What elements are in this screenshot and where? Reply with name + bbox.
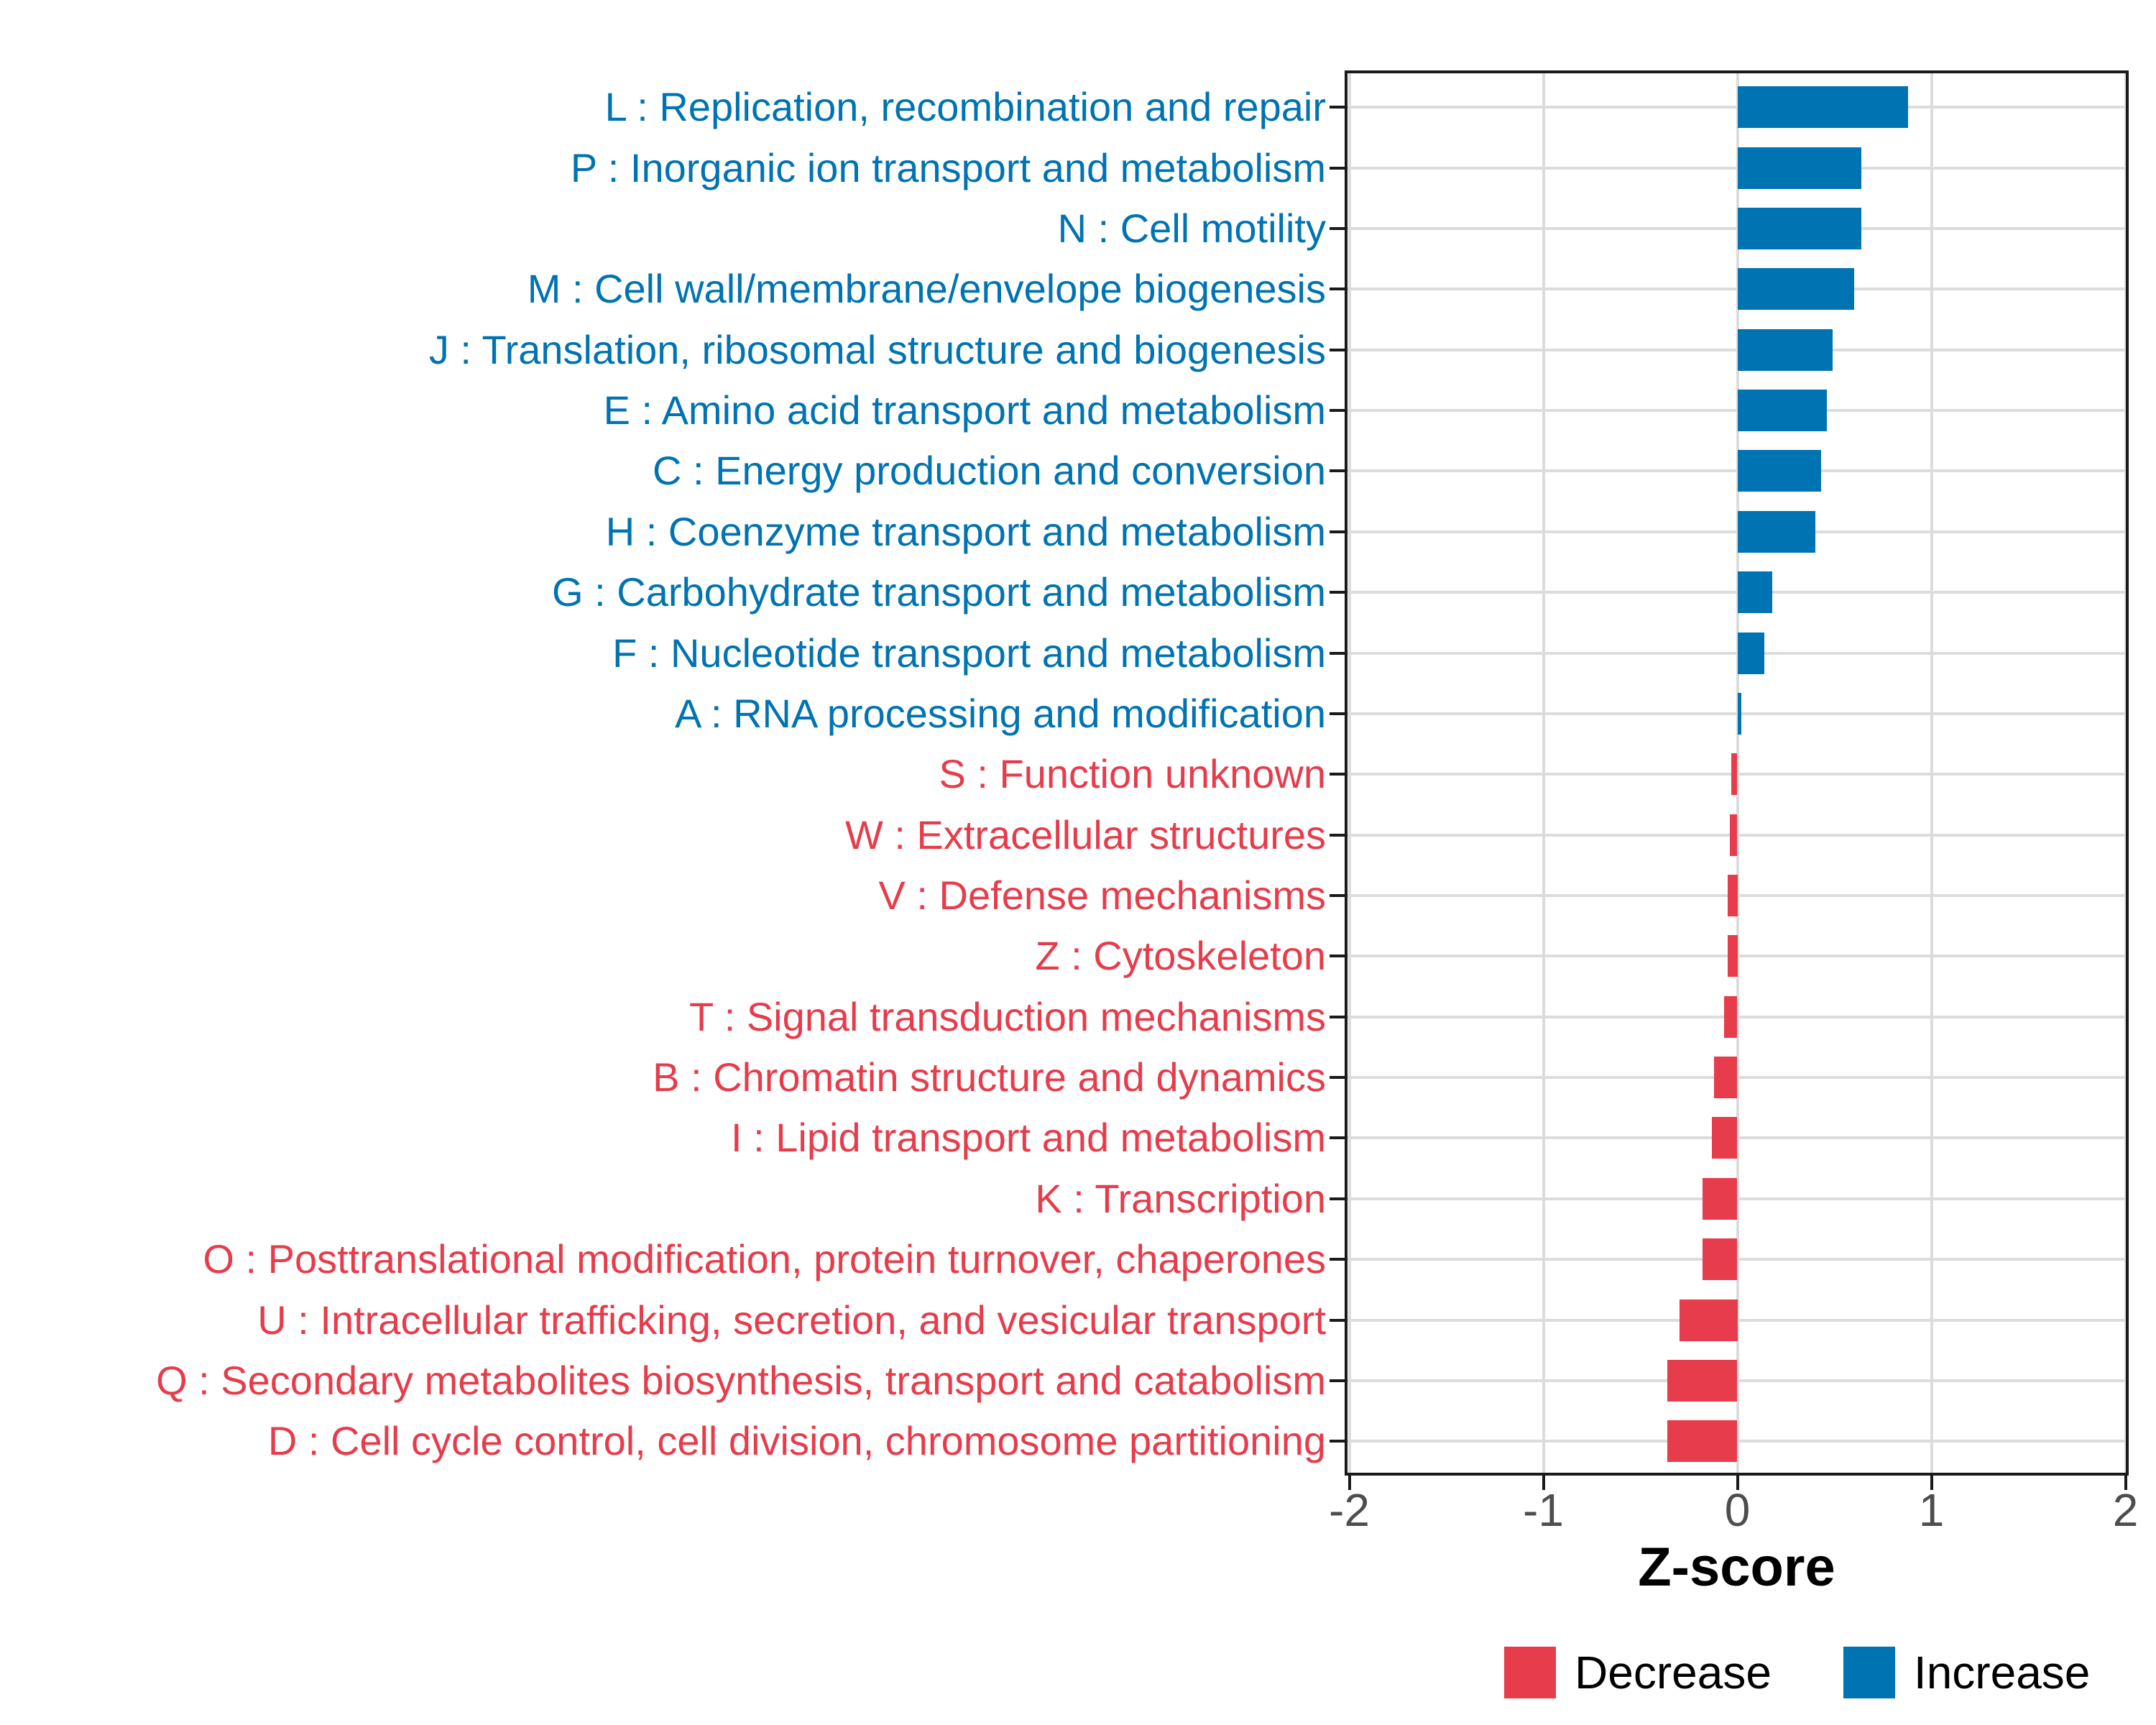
y-tick-mark: [1330, 1076, 1345, 1080]
category-label: B : Chromatin structure and dynamics: [653, 1054, 1326, 1100]
category-label: S : Function unknown: [939, 751, 1326, 797]
x-tick-label: 2: [2112, 1484, 2139, 1536]
bar-i: [1712, 1117, 1738, 1159]
y-tick-mark: [1330, 106, 1345, 109]
category-label: M : Cell wall/membrane/envelope biogenes…: [527, 266, 1326, 312]
bar-p: [1737, 147, 1862, 189]
category-label: N : Cell motility: [1057, 206, 1326, 252]
y-tick-mark: [1330, 1197, 1345, 1200]
legend-swatch-decrease: [1504, 1647, 1556, 1698]
bar-l: [1737, 86, 1909, 129]
bar-s: [1731, 753, 1738, 796]
bar-t: [1723, 995, 1738, 1038]
bar-v: [1728, 874, 1738, 916]
category-label: K : Transcription: [1035, 1175, 1326, 1221]
gridline-horizontal: [1345, 651, 2129, 655]
y-tick-mark: [1330, 348, 1345, 351]
y-tick-mark: [1330, 227, 1345, 231]
bar-j: [1737, 328, 1833, 371]
y-tick-mark: [1330, 1440, 1345, 1443]
y-tick-mark: [1330, 893, 1345, 897]
bar-b: [1714, 1057, 1738, 1099]
category-label: E : Amino acid transport and metabolism: [603, 387, 1326, 433]
bar-e: [1737, 390, 1827, 432]
bar-u: [1679, 1299, 1738, 1341]
bar-f: [1737, 632, 1765, 674]
x-tick-mark: [1736, 1476, 1739, 1490]
category-label: T : Signal transduction mechanisms: [688, 993, 1326, 1039]
y-tick-mark: [1330, 651, 1345, 655]
gridline-horizontal: [1345, 348, 2129, 351]
category-label: D : Cell cycle control, cell division, c…: [267, 1418, 1326, 1464]
category-label: W : Extracellular structures: [844, 811, 1326, 857]
bar-k: [1702, 1177, 1738, 1220]
x-tick-label: -2: [1329, 1484, 1370, 1536]
bar-q: [1667, 1359, 1738, 1402]
x-tick-label: 0: [1724, 1484, 1751, 1536]
category-label: C : Energy production and conversion: [653, 448, 1326, 494]
x-tick-mark: [1348, 1476, 1351, 1490]
legend-swatch-increase: [1843, 1647, 1895, 1698]
x-axis-title: Z-score: [1638, 1537, 1835, 1598]
y-tick-mark: [1330, 833, 1345, 837]
gridline-horizontal: [1345, 591, 2129, 594]
category-label: U : Intracellular trafficking, secretion…: [257, 1297, 1326, 1343]
category-label: J : Translation, ribosomal structure and…: [428, 326, 1326, 372]
y-tick-mark: [1330, 1258, 1345, 1261]
y-tick-mark: [1330, 773, 1345, 776]
bar-m: [1737, 268, 1854, 310]
bar-h: [1737, 510, 1815, 553]
y-tick-mark: [1330, 1015, 1345, 1018]
category-label: H : Coenzyme transport and metabolism: [605, 508, 1326, 554]
legend-label-increase: Increase: [1913, 1647, 2091, 1698]
x-tick-mark: [1542, 1476, 1545, 1490]
bar-w: [1729, 814, 1738, 856]
bar-g: [1737, 571, 1773, 614]
gridline-horizontal: [1345, 166, 2129, 170]
y-tick-mark: [1330, 166, 1345, 170]
legend: Decrease Increase: [1504, 1647, 2090, 1698]
bar-o: [1702, 1238, 1738, 1281]
gridline-horizontal: [1345, 288, 2129, 291]
category-label: P : Inorganic ion transport and metaboli…: [570, 144, 1326, 190]
gridline-horizontal: [1345, 530, 2129, 533]
x-tick-mark: [2124, 1476, 2127, 1490]
category-label: O : Posttranslational modification, prot…: [203, 1236, 1326, 1282]
bar-a: [1737, 692, 1741, 735]
y-tick-mark: [1330, 1136, 1345, 1140]
gridline-horizontal: [1345, 469, 2129, 473]
bar-z: [1728, 935, 1738, 978]
gridline-horizontal: [1345, 409, 2129, 413]
category-label: F : Nucleotide transport and metabolism: [612, 630, 1326, 676]
y-tick-mark: [1330, 1318, 1345, 1322]
y-tick-mark: [1330, 288, 1345, 291]
x-tick-label: 1: [1918, 1484, 1945, 1536]
category-label: G : Carbohydrate transport and metabolis…: [552, 569, 1326, 615]
category-label: V : Defense mechanisms: [878, 872, 1326, 918]
gridline-horizontal: [1345, 227, 2129, 231]
y-tick-mark: [1330, 469, 1345, 473]
gridline-horizontal: [1345, 106, 2129, 109]
category-label: Z : Cytoskeleton: [1035, 933, 1326, 979]
y-tick-mark: [1330, 954, 1345, 958]
category-label: I : Lipid transport and metabolism: [731, 1115, 1326, 1161]
category-label: Q : Secondary metabolites biosynthesis, …: [156, 1357, 1326, 1403]
y-tick-mark: [1330, 712, 1345, 715]
category-label: A : RNA processing and modification: [675, 690, 1326, 736]
bar-d: [1667, 1420, 1738, 1463]
gridline-horizontal: [1345, 712, 2129, 715]
y-tick-mark: [1330, 409, 1345, 413]
x-tick-label: -1: [1523, 1484, 1564, 1536]
y-tick-mark: [1330, 591, 1345, 594]
x-tick-mark: [1930, 1476, 1933, 1490]
bar-n: [1737, 208, 1862, 250]
category-label: L : Replication, recombination and repai…: [604, 84, 1326, 130]
y-tick-mark: [1330, 530, 1345, 533]
legend-label-decrease: Decrease: [1575, 1647, 1772, 1698]
bar-c: [1737, 450, 1821, 492]
y-tick-mark: [1330, 1379, 1345, 1382]
